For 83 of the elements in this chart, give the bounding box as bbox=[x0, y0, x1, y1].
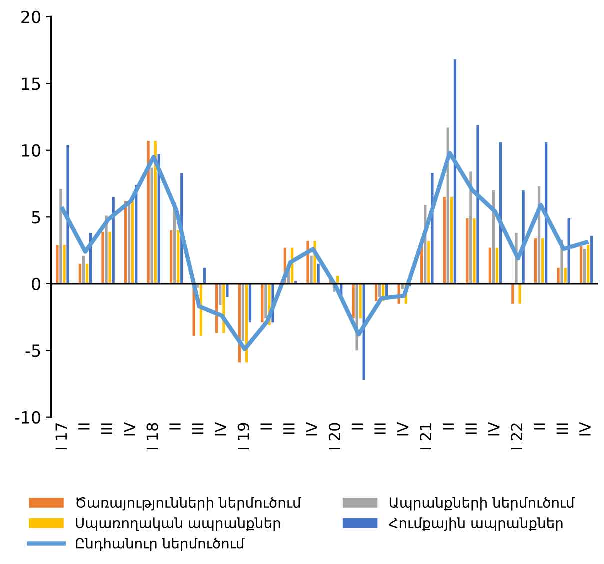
bar bbox=[590, 236, 594, 284]
bar bbox=[177, 230, 180, 284]
x-tick-label: IV bbox=[306, 422, 318, 436]
bar bbox=[219, 284, 222, 306]
x-tick-label: I 17 bbox=[56, 424, 67, 450]
bar bbox=[248, 284, 252, 323]
bar bbox=[150, 168, 154, 284]
bar bbox=[86, 264, 89, 284]
bar bbox=[428, 241, 430, 284]
bar bbox=[170, 230, 173, 284]
bar bbox=[261, 284, 264, 323]
bar bbox=[317, 264, 320, 284]
x-tick-label: II bbox=[534, 424, 546, 430]
x-tick-label: II bbox=[260, 424, 272, 430]
x-tick-label: III bbox=[374, 424, 386, 434]
y-tick-label: -10 bbox=[15, 411, 41, 424]
x-tick-label: IV bbox=[215, 422, 226, 436]
legend-label: Սպառողական ապրանքներ bbox=[76, 518, 280, 532]
x-tick-label: III bbox=[284, 424, 295, 434]
bar bbox=[352, 284, 355, 319]
bar bbox=[226, 284, 229, 298]
bar bbox=[131, 201, 134, 284]
bar bbox=[583, 249, 586, 284]
bar bbox=[557, 268, 560, 284]
y-tick-label: 10 bbox=[22, 144, 41, 157]
legend-label: Ընդհանուր ներմուծում bbox=[76, 538, 245, 552]
y-tick-label: 20 bbox=[22, 10, 41, 24]
bar bbox=[518, 284, 522, 304]
legend-label: Ծառայությունների ներմուծում bbox=[76, 497, 302, 511]
bar bbox=[359, 284, 362, 319]
legend-label: Հումքային ապրանքներ bbox=[389, 518, 563, 532]
bar bbox=[102, 232, 104, 284]
bar bbox=[488, 248, 492, 284]
bar bbox=[128, 204, 131, 284]
bar bbox=[564, 268, 567, 284]
x-tick-label: IV bbox=[488, 422, 500, 436]
x-tick-label: I 18 bbox=[146, 423, 158, 450]
x-tick-label: III bbox=[466, 424, 477, 434]
line-series bbox=[60, 150, 589, 352]
bar bbox=[310, 256, 313, 284]
bar bbox=[534, 238, 538, 284]
bar bbox=[470, 172, 472, 284]
bar bbox=[264, 284, 268, 319]
y-tick-label: -5 bbox=[26, 344, 40, 358]
y-tick-label: 15 bbox=[22, 78, 40, 90]
x-tick-label: III bbox=[101, 424, 112, 434]
x-tick-label: II bbox=[170, 424, 181, 430]
bar bbox=[242, 284, 244, 342]
y-tick-label: 0 bbox=[32, 278, 41, 290]
x-tick-label: IV bbox=[397, 422, 409, 436]
x-tick-label: IV bbox=[580, 422, 591, 436]
bar bbox=[82, 256, 86, 284]
bar bbox=[443, 197, 446, 284]
bar bbox=[580, 246, 583, 284]
x-tick-label: I 21 bbox=[420, 424, 432, 450]
y-tick-label: 5 bbox=[32, 211, 40, 224]
x-tick-label: III bbox=[556, 424, 568, 434]
bar bbox=[476, 125, 480, 284]
bar bbox=[587, 245, 590, 284]
bar bbox=[496, 248, 499, 284]
legend-label: Ապրանքների ներմուծում bbox=[390, 497, 576, 511]
bar bbox=[454, 60, 457, 284]
bar bbox=[63, 245, 66, 284]
x-tick-label: I 19 bbox=[238, 423, 250, 450]
bar bbox=[66, 145, 70, 284]
x-tick-label: I 20 bbox=[328, 423, 340, 450]
bar bbox=[450, 197, 454, 284]
bar bbox=[512, 284, 514, 304]
bar bbox=[473, 218, 476, 284]
bar bbox=[374, 284, 378, 302]
bar bbox=[56, 245, 59, 284]
bar bbox=[466, 218, 469, 284]
x-tick-label: I 22 bbox=[511, 424, 522, 450]
x-tick-label: II bbox=[352, 424, 364, 430]
bar bbox=[541, 238, 544, 284]
bar bbox=[78, 264, 82, 284]
x-tick-label: IV bbox=[124, 422, 136, 436]
x-tick-label: II bbox=[442, 424, 454, 430]
x-tick-label: III bbox=[192, 424, 204, 434]
bar bbox=[147, 141, 150, 284]
bar bbox=[108, 232, 112, 284]
bar bbox=[60, 189, 62, 284]
x-tick-label: II bbox=[78, 424, 90, 430]
